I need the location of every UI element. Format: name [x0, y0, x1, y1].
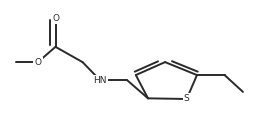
- Text: S: S: [184, 95, 190, 103]
- Text: O: O: [52, 14, 59, 23]
- Text: O: O: [34, 58, 41, 67]
- Text: HN: HN: [93, 76, 107, 85]
